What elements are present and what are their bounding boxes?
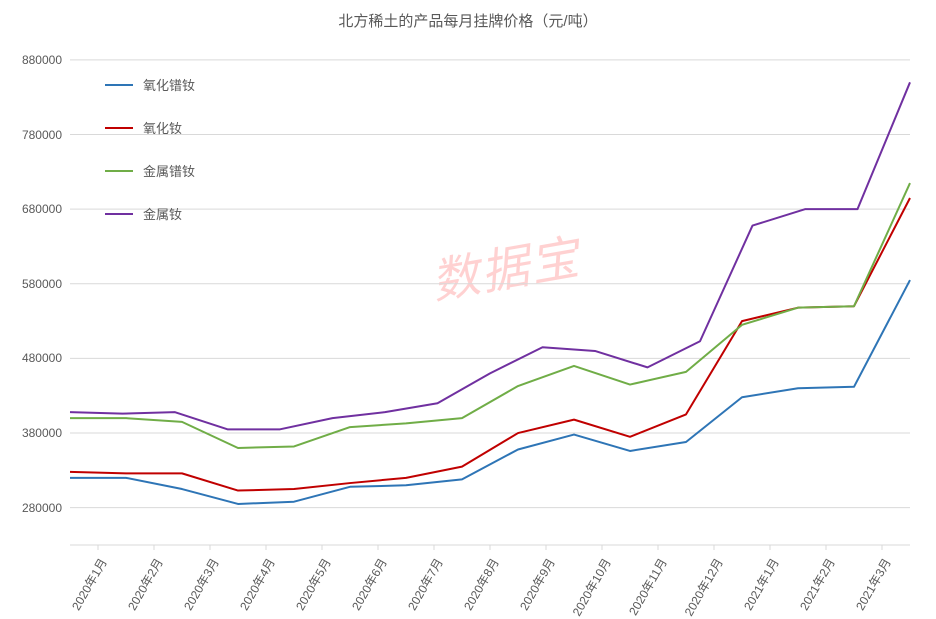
- legend-swatch: [105, 84, 133, 86]
- y-tick-label: 280000: [6, 501, 62, 515]
- legend-label: 金属镨钕: [143, 161, 195, 180]
- x-tick-label: 2020年4月: [235, 555, 278, 613]
- y-tick-label: 680000: [6, 202, 62, 216]
- x-tick-label: 2020年5月: [291, 555, 334, 613]
- legend-item: 氧化钕: [105, 118, 195, 137]
- x-tick-label: 2021年1月: [739, 555, 782, 613]
- legend-swatch: [105, 170, 133, 172]
- x-tick-label: 2020年7月: [403, 555, 446, 613]
- y-tick-label: 780000: [6, 128, 62, 142]
- chart-container: 北方稀土的产品每月挂牌价格（元/吨） 数据宝 氧化镨钕氧化钕金属镨钕金属钕 28…: [0, 0, 936, 618]
- y-tick-label: 480000: [6, 351, 62, 365]
- x-tick-label: 2020年11月: [624, 555, 670, 618]
- legend-label: 氧化钕: [143, 118, 182, 137]
- x-tick-label: 2020年12月: [680, 555, 727, 619]
- series-line: [70, 280, 910, 504]
- x-tick-label: 2020年1月: [67, 555, 110, 613]
- x-tick-label: 2021年3月: [851, 555, 894, 613]
- x-tick-label: 2020年6月: [347, 555, 390, 613]
- x-tick-label: 2020年10月: [568, 555, 615, 619]
- legend-item: 金属钕: [105, 204, 195, 223]
- x-tick-label: 2020年8月: [459, 555, 502, 613]
- legend-swatch: [105, 127, 133, 129]
- plot-svg: [70, 45, 910, 545]
- y-tick-label: 380000: [6, 426, 62, 440]
- plot-area: [70, 45, 910, 545]
- legend-item: 氧化镨钕: [105, 75, 195, 94]
- x-tick-label: 2021年2月: [795, 555, 838, 613]
- y-tick-label: 880000: [6, 53, 62, 67]
- series-line: [70, 183, 910, 448]
- x-tick-label: 2020年2月: [123, 555, 166, 613]
- legend-item: 金属镨钕: [105, 161, 195, 180]
- legend-swatch: [105, 213, 133, 215]
- x-tick-label: 2020年3月: [179, 555, 222, 613]
- x-tick-label: 2020年9月: [515, 555, 558, 613]
- chart-title: 北方稀土的产品每月挂牌价格（元/吨）: [0, 10, 936, 31]
- series-line: [70, 198, 910, 491]
- y-tick-label: 580000: [6, 277, 62, 291]
- legend-label: 金属钕: [143, 204, 182, 223]
- legend: 氧化镨钕氧化钕金属镨钕金属钕: [105, 75, 195, 247]
- legend-label: 氧化镨钕: [143, 75, 195, 94]
